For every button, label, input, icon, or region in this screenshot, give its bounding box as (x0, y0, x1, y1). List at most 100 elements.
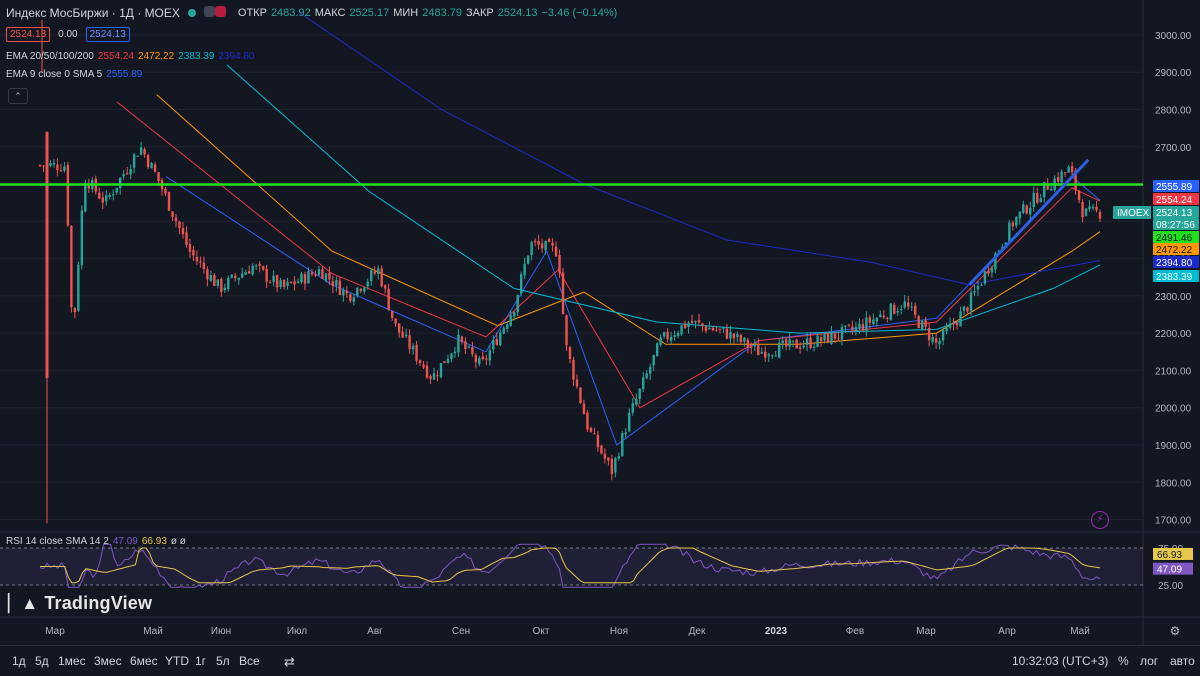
candle (1060, 171, 1063, 183)
candle (889, 303, 892, 320)
ema9-label[interactable]: EMA 9 close 0 SMA 5 (6, 69, 103, 80)
candle (136, 155, 139, 157)
candle (66, 164, 70, 226)
range-button-YTD[interactable]: YTD (165, 654, 189, 668)
candle (729, 332, 732, 339)
open-value: 2483.92 (270, 7, 311, 19)
candle (1011, 222, 1015, 227)
clock[interactable]: 10:32:03 (UTC+3) (1012, 654, 1109, 668)
candle (216, 279, 220, 286)
time-axis[interactable]: Мар Май Июн Июл Авг Сен Окт Ноя Дек 2023 Фев Мар Апр… (45, 624, 1180, 638)
candle (125, 172, 129, 174)
candle (1056, 176, 1060, 182)
candle (282, 279, 286, 287)
candle (931, 337, 934, 343)
ema-legend[interactable]: EMA 20/50/100/200 2554.24 2472.22 2383.3… (6, 51, 254, 62)
rsi-tag (1153, 562, 1193, 575)
candle (488, 350, 492, 361)
range-button-1д[interactable]: 1д (12, 654, 26, 668)
candle (746, 339, 750, 348)
log-toggle[interactable]: лог (1140, 654, 1159, 668)
percent-toggle[interactable]: % (1118, 654, 1129, 668)
buy-button[interactable]: 2524.13 (85, 27, 130, 42)
candle (185, 232, 188, 245)
candle (739, 335, 743, 342)
symbol-title[interactable]: Индекс МосБиржи · 1Д · MOEX (6, 6, 180, 20)
candle (816, 335, 819, 347)
range-button-6мес[interactable]: 6мес (130, 654, 158, 668)
rsi-sma-value: 66.93 (141, 536, 167, 547)
range-button-1г[interactable]: 1г (195, 654, 207, 668)
price-axis[interactable]: 3000.002900.002800.002700.002600.002500.… (1113, 31, 1199, 527)
candle (1049, 188, 1053, 191)
range-button-5л[interactable]: 5л (216, 654, 230, 668)
candle (858, 323, 861, 329)
price-tick-label: 1700.00 (1155, 516, 1192, 527)
candle (345, 290, 349, 294)
candle (924, 320, 927, 327)
price-tick-label: 2900.00 (1155, 68, 1192, 79)
time-tick-label: Дек (689, 626, 706, 637)
range-button-1мес[interactable]: 1мес (58, 654, 86, 668)
range-button-3мес[interactable]: 3мес (94, 654, 122, 668)
candle (352, 297, 356, 302)
symbol-legend[interactable]: Индекс МосБиржи · 1Д · MOEX ОТКР 2483.92… (6, 6, 617, 20)
rsi-label[interactable]: RSI 14 close SMA 14 2 (6, 536, 109, 547)
candle (781, 340, 784, 344)
rsi-legend[interactable]: RSI 14 close SMA 14 2 47.09 66.93 ø ø (6, 536, 186, 547)
sell-button[interactable]: 2524.13 (6, 27, 51, 42)
logo-text: TradingView (44, 593, 153, 613)
candle (628, 412, 631, 432)
candle (1084, 208, 1088, 217)
candle (443, 361, 446, 364)
candle (101, 197, 104, 203)
candle (383, 285, 387, 289)
rsi-tick-label: 25.00 (1158, 581, 1183, 592)
low-label: МИН (393, 7, 419, 19)
candle (481, 356, 485, 360)
candle (213, 275, 216, 286)
candle (248, 271, 251, 274)
candle (342, 289, 345, 296)
range-button-Все[interactable]: Все (239, 654, 260, 668)
candle (502, 327, 505, 334)
rsi-sma-line (40, 547, 1101, 584)
candle (300, 273, 303, 283)
price-chart[interactable]: 3000.002900.002800.002700.002600.002500.… (0, 0, 1200, 645)
candle (429, 375, 432, 380)
candle (258, 263, 261, 266)
market-status-icon (187, 9, 196, 17)
candle (554, 246, 558, 257)
candle (70, 226, 73, 308)
candle (436, 375, 439, 377)
candle (397, 323, 401, 333)
tradingview-logo[interactable]: ▏▲ TradingView (8, 593, 152, 614)
compare-icon[interactable]: ⇄ (284, 654, 295, 669)
candle (774, 355, 777, 357)
candle (983, 271, 987, 284)
time-tick-label: Мар (916, 626, 936, 637)
candle (736, 334, 739, 338)
candle (230, 274, 233, 278)
ema9-legend[interactable]: EMA 9 close 0 SMA 5 2555.89 (6, 69, 142, 80)
rsi-value: 47.09 (112, 536, 138, 547)
candle (1070, 166, 1074, 173)
range-button-5д[interactable]: 5д (35, 654, 49, 668)
candle (157, 172, 160, 182)
lightning-icon[interactable]: ⚡ (1091, 511, 1109, 529)
candle (701, 323, 704, 326)
trade-buttons[interactable]: 2524.13 0.00 2524.13 (6, 27, 130, 42)
candle (764, 351, 767, 358)
ema-group-label[interactable]: EMA 20/50/100/200 (6, 51, 94, 62)
auto-toggle[interactable]: авто (1170, 654, 1195, 668)
candle (565, 315, 568, 346)
candle (377, 268, 380, 274)
candle (631, 403, 634, 413)
candle (537, 241, 540, 245)
candle (934, 338, 938, 343)
candle (823, 333, 826, 341)
price-tick-label: 1800.00 (1155, 478, 1192, 489)
time-tick-label: Мар (45, 626, 65, 637)
collapse-legend-button[interactable]: ⌃ (8, 88, 28, 104)
